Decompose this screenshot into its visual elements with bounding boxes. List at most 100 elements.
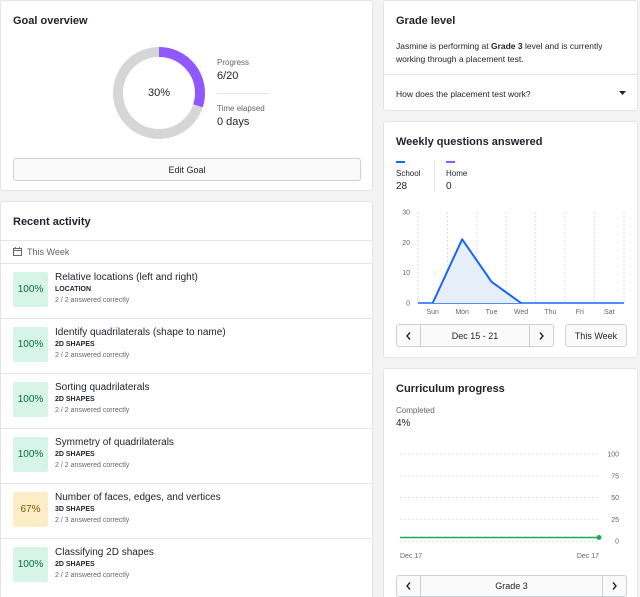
home-legend-label: Home	[446, 169, 468, 178]
activity-result: 2 / 2 answered correctly	[55, 462, 130, 469]
x-tick-label: Wed	[514, 309, 528, 316]
grade-navigator: Grade 3	[396, 575, 627, 597]
grade-level-card: Grade level Jasmine is performing at Gra…	[383, 0, 638, 111]
activity-title: Identify quadrilaterals (shape to name)	[55, 327, 226, 338]
school-legend-swatch	[396, 161, 405, 163]
activity-category: 2D SHAPES	[55, 396, 95, 403]
recent-activity-card: Recent activity This Week 100% Relative …	[0, 201, 373, 597]
grade-desc-after: level and is currently working through a…	[396, 41, 603, 64]
x-tick-label: Tue	[486, 309, 498, 316]
activity-row[interactable]: 67% Number of faces, edges, and vertices…	[1, 483, 372, 538]
this-week-button[interactable]: This Week	[565, 324, 627, 347]
activity-result: 2 / 2 answered correctly	[55, 297, 130, 304]
school-legend-value: 28	[396, 181, 408, 192]
home-legend-swatch	[446, 161, 455, 163]
home-legend-value: 0	[446, 181, 452, 192]
score-badge: 100%	[13, 547, 48, 582]
calendar-icon	[13, 247, 22, 256]
activity-row[interactable]: 100% Symmetry of quadrilaterals 2D SHAPE…	[1, 428, 372, 483]
activity-title: Classifying 2D shapes	[55, 547, 154, 558]
chevron-left-icon	[406, 582, 411, 590]
chevron-right-icon	[539, 331, 544, 340]
prev-week-button[interactable]	[397, 325, 421, 346]
time-elapsed-label: Time elapsed	[217, 104, 265, 113]
next-week-button[interactable]	[529, 325, 553, 346]
time-elapsed-value: 0 days	[217, 116, 250, 128]
x-tick-label: Sun	[426, 309, 439, 316]
x-tick-label: Sat	[604, 309, 615, 316]
chevron-left-icon	[406, 331, 411, 340]
activity-row[interactable]: 100% Sorting quadrilaterals 2D SHAPES 2 …	[1, 373, 372, 428]
week-navigator: Dec 15 - 21	[396, 324, 554, 347]
score-badge: 100%	[13, 272, 48, 307]
score-badge: 100%	[13, 437, 48, 472]
caret-down-icon	[619, 91, 626, 95]
x-tick-label: Fri	[576, 309, 585, 316]
activity-row[interactable]: 100% Identify quadrilaterals (shape to n…	[1, 318, 372, 373]
activity-title: Sorting quadrilaterals	[55, 382, 150, 393]
activity-result: 2 / 2 answered correctly	[55, 352, 130, 359]
score-badge: 67%	[13, 492, 48, 527]
prev-grade-button[interactable]	[397, 576, 421, 596]
score-badge: 100%	[13, 382, 48, 417]
curriculum-title: Curriculum progress	[396, 383, 505, 395]
week-range-label: Dec 15 - 21	[451, 330, 499, 341]
activity-category: 3D SHAPES	[55, 506, 95, 513]
completed-label: Completed	[396, 406, 435, 415]
y-tick-label: 100	[607, 452, 619, 459]
activity-row[interactable]: 100% Classifying 2D shapes 2D SHAPES 2 /…	[1, 538, 372, 593]
weekly-title: Weekly questions answered	[396, 136, 543, 148]
y-tick-label: 30	[402, 210, 410, 217]
x-tick-label: Thu	[544, 309, 556, 316]
weekly-questions-chart: 0 10 20 30 Sun Mon Tue Wed Thu Fri Sat	[402, 210, 625, 316]
y-tick-label: 0	[615, 539, 619, 546]
goal-overview-card: Goal overview 30% Progress 6/20 Time ela…	[0, 0, 373, 191]
ring-progress-arc	[113, 47, 205, 139]
goal-progress-ring	[113, 47, 205, 139]
edit-goal-button[interactable]: Edit Goal	[13, 158, 361, 181]
recent-period-label: This Week	[27, 247, 70, 257]
activity-category: 2D SHAPES	[55, 561, 95, 568]
placement-faq-toggle[interactable]: How does the placement test work?	[384, 75, 637, 110]
curriculum-progress-card: Curriculum progress Completed 4% 0 25 50 75…	[383, 368, 638, 597]
recent-header-divider	[1, 240, 372, 241]
goal-overview-title: Goal overview	[13, 15, 88, 27]
activity-category: 2D SHAPES	[55, 451, 95, 458]
school-legend-label: School	[396, 169, 421, 178]
school-series-line	[431, 238, 522, 304]
activity-category: LOCATION	[55, 286, 92, 293]
activity-title: Relative locations (left and right)	[55, 272, 198, 283]
y-tick-label: 25	[611, 517, 619, 524]
weekly-questions-card: Weekly questions answered School 28 Home…	[383, 121, 638, 358]
grade-nav-label: Grade 3	[495, 581, 528, 591]
next-grade-button[interactable]	[602, 576, 626, 596]
progress-value: 6/20	[217, 70, 239, 82]
recent-activity-title: Recent activity	[13, 216, 91, 228]
activity-row[interactable]: 100% Relative locations (left and right)…	[1, 263, 372, 318]
chevron-right-icon	[612, 582, 617, 590]
activity-title: Number of faces, edges, and vertices	[55, 492, 221, 503]
activity-title: Symmetry of quadrilaterals	[55, 437, 174, 448]
y-tick-label: 50	[611, 495, 619, 502]
grade-level-title: Grade level	[396, 15, 456, 27]
grade-divider	[384, 74, 637, 75]
activity-result: 2 / 3 answered correctly	[55, 517, 130, 524]
score-badge: 100%	[13, 327, 48, 362]
goal-stats-divider	[217, 93, 269, 94]
y-tick-label: 10	[402, 270, 410, 277]
activity-result: 2 / 2 answered correctly	[55, 407, 130, 414]
legend-divider	[434, 160, 435, 192]
placement-faq-label: How does the placement test work?	[396, 89, 531, 99]
completed-value: 4%	[396, 418, 411, 429]
progress-label: Progress	[217, 58, 250, 67]
y-tick-label: 20	[402, 240, 410, 247]
activity-category: 2D SHAPES	[55, 341, 95, 348]
y-tick-label: 75	[611, 473, 619, 480]
activity-result: 2 / 2 answered correctly	[55, 572, 130, 579]
grade-desc-grade: Grade 3	[490, 41, 523, 51]
x-tick-label: Mon	[455, 309, 469, 316]
goal-percent: 30%	[147, 87, 171, 99]
x-tick-label: Dec 17	[400, 553, 422, 560]
progress-point	[596, 535, 602, 541]
grade-desc-before: Jasmine is performing at	[396, 41, 491, 51]
